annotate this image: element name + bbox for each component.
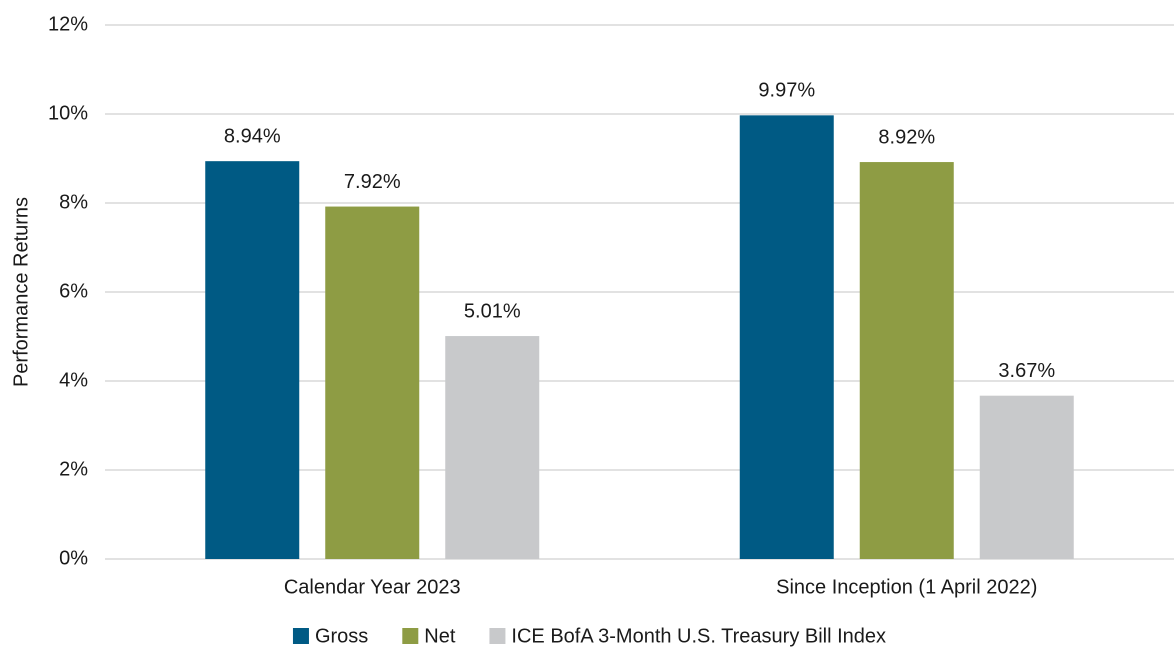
x-tick-label: Calendar Year 2023 — [284, 576, 461, 598]
y-tick-label: 12% — [48, 13, 88, 35]
bar — [859, 162, 954, 559]
y-tick-label: 2% — [59, 458, 88, 480]
bar — [979, 395, 1074, 559]
data-label: 9.97% — [758, 80, 815, 102]
bar — [205, 161, 300, 560]
data-label: 8.94% — [224, 125, 281, 147]
y-tick-label: 6% — [59, 280, 88, 302]
y-axis-label: Performance Returns — [10, 197, 32, 387]
data-label: 3.67% — [998, 360, 1055, 382]
legend-swatch — [489, 628, 506, 644]
y-tick-label: 0% — [59, 547, 88, 569]
legend-swatch — [292, 628, 309, 644]
x-tick-label: Since Inception (1 April 2022) — [776, 576, 1037, 598]
y-tick-label: 10% — [48, 102, 88, 124]
bar — [325, 206, 420, 559]
legend-label: Net — [424, 625, 456, 647]
bar — [445, 336, 540, 559]
y-tick-label: 4% — [59, 369, 88, 391]
data-label: 7.92% — [344, 171, 401, 193]
bar — [739, 115, 834, 560]
data-label: 8.92% — [878, 126, 935, 148]
legend-swatch — [402, 628, 419, 644]
data-label: 5.01% — [464, 300, 521, 322]
legend-label: ICE BofA 3-Month U.S. Treasury Bill Inde… — [511, 625, 886, 647]
legend-label: Gross — [315, 625, 368, 647]
y-tick-label: 8% — [59, 191, 88, 213]
